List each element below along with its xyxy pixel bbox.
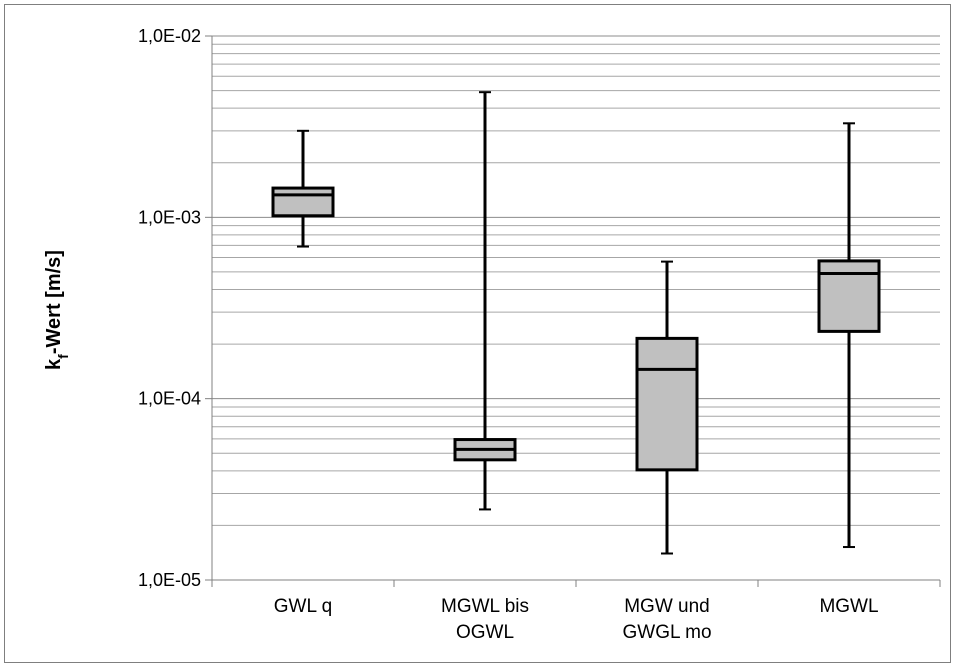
labels: 1,0E-05 1,0E-04 1,0E-03 1,0E-02 GWL q MGWL bi… [138,26,879,643]
x-category-label: MGW und GWGL mo [622,596,711,643]
x-category-label-line: GWGL mo [622,622,711,643]
x-category-label: GWL q [274,596,332,617]
box-4 [817,122,881,549]
axes [205,35,941,587]
chart-frame [4,4,951,663]
x-category-label: MGWL bis OGWL [441,596,529,643]
box-iqr [635,336,699,472]
box-iqr [817,259,881,333]
y-tick-label: 1,0E-04 [138,389,201,409]
boxes [271,91,881,555]
y-tick-label: 1,0E-05 [138,570,201,590]
y-axis-title: kf-Wert [m/s] [43,250,71,370]
x-category-label-line: MGW und [624,596,710,617]
y-tick-label: 1,0E-03 [138,207,201,227]
x-category-label-line: GWL q [274,596,332,617]
box-3 [635,260,699,555]
y-tick-label: 1,0E-02 [138,26,201,46]
box-2 [453,91,517,511]
x-category-label-line: OGWL [456,622,514,643]
box-1 [271,129,335,248]
x-category-label-line: MGWL [819,596,878,617]
x-category-label-line: MGWL bis [441,596,529,617]
box-iqr [271,186,335,218]
x-category-label: MGWL [819,596,878,617]
